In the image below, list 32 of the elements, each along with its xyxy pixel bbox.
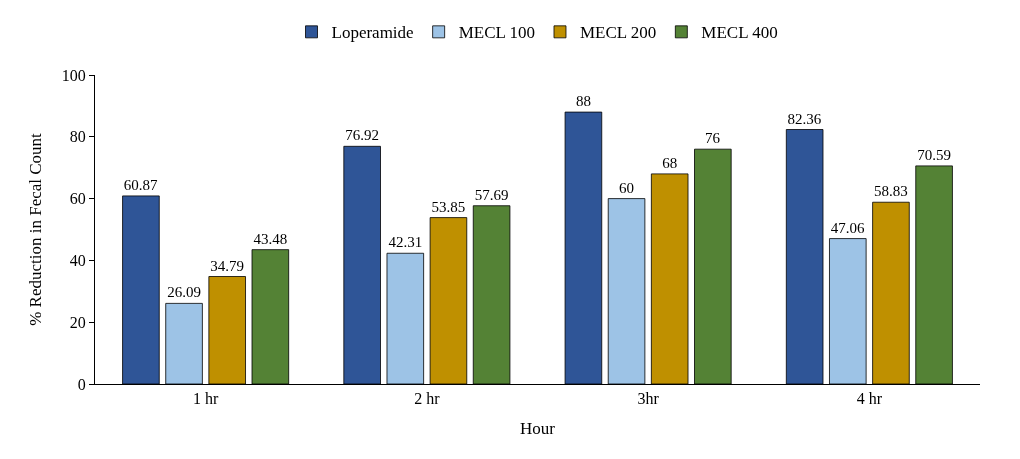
- data-label: 60: [619, 179, 635, 196]
- data-label: 82.36: [787, 110, 822, 127]
- data-label: 53.85: [431, 198, 466, 215]
- data-label: 26.09: [167, 284, 201, 301]
- data-label: 60.87: [123, 176, 159, 193]
- data-label: 76: [705, 130, 721, 147]
- data-label: 88: [575, 93, 591, 110]
- x-tick-label: 3hr: [637, 390, 660, 408]
- data-label: 57.69: [474, 186, 509, 203]
- y-tick-label: 0: [77, 375, 86, 393]
- y-tick-label: 100: [61, 66, 86, 84]
- x-tick-label: 2 hr: [414, 390, 441, 408]
- data-label: 68: [662, 154, 678, 171]
- data-label: 76.92: [345, 127, 380, 144]
- legend-label: MECL 100: [458, 23, 535, 43]
- data-label: 34.79: [210, 257, 245, 274]
- y-tick-label: 20: [69, 313, 86, 331]
- y-tick-label: 60: [69, 190, 86, 208]
- data-label: 42.31: [388, 234, 423, 251]
- data-label: 43.48: [253, 230, 288, 247]
- legend-label: MECL 200: [579, 23, 657, 43]
- x-tick-label: 1 hr: [192, 390, 219, 408]
- x-tick-label: 4 hr: [856, 390, 883, 408]
- y-tick-label: 80: [69, 128, 86, 146]
- y-axis-title: % Reduction in Fecal Count: [26, 132, 46, 326]
- data-label: 58.83: [874, 183, 908, 200]
- data-label: 70.59: [917, 146, 951, 163]
- y-tick-label: 40: [69, 252, 86, 269]
- legend-label: MECL 400: [701, 23, 778, 43]
- x-axis-title: Hour: [520, 418, 556, 438]
- legend-label: Loperamide: [331, 23, 414, 43]
- data-label: 47.06: [830, 219, 865, 236]
